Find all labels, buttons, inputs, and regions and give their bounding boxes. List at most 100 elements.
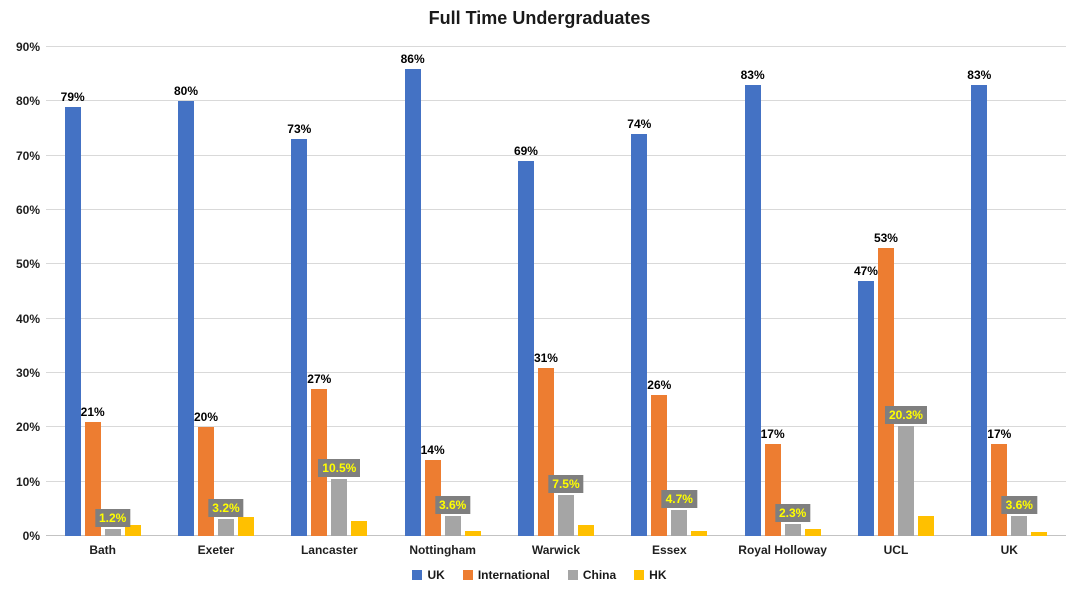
y-tick-label-50: 50% [15, 257, 40, 272]
bar-hk-essex [691, 530, 708, 536]
legend-swatch-uk-icon [412, 570, 423, 580]
bar-group-lancaster: 73% 27% 10.5% [273, 47, 386, 536]
y-tick-label-40: 40% [15, 311, 40, 326]
data-label-china-nottingham: 3.6% [434, 496, 471, 515]
legend-item-hk: HK [634, 568, 667, 582]
y-tick-label-0: 0% [22, 529, 40, 543]
bar-uk-royal-holloway: 83% [741, 69, 765, 536]
gridline-30 [46, 372, 1066, 374]
legend-label-china: China [582, 568, 617, 582]
x-tick-label-royal-holloway: Royal Holloway [738, 543, 827, 557]
bar-uk-bath: 79% [61, 91, 85, 536]
gridline-70 [46, 154, 1066, 156]
gridline-40 [46, 317, 1066, 319]
bar-international-uk: 17% [987, 428, 1011, 536]
y-tick-label-20: 20% [15, 420, 40, 435]
y-tick-label-10: 10% [15, 474, 40, 489]
legend-item-uk: UK [412, 568, 445, 582]
bar-china-royal-holloway: 2.3% [774, 503, 811, 536]
legend-item-china: China [567, 568, 617, 582]
legend-item-international: International [462, 568, 550, 582]
y-tick-label-70: 70% [15, 148, 40, 163]
x-tick-label-exeter: Exeter [197, 543, 235, 557]
bar-uk-essex: 74% [627, 118, 651, 536]
legend-swatch-china-icon [567, 570, 578, 580]
data-label-international-exeter: 20% [193, 410, 218, 425]
bar-hk-warwick [577, 525, 594, 536]
data-label-uk-ucl: 47% [853, 263, 878, 278]
bar-hk-lancaster [351, 521, 368, 536]
bar-uk-exeter: 80% [174, 85, 198, 536]
data-label-uk-nottingham: 86% [400, 51, 425, 66]
data-label-china-bath: 1.2% [94, 509, 131, 528]
legend-swatch-hk-icon [634, 570, 645, 580]
data-label-international-nottingham: 14% [420, 442, 445, 457]
bar-international-royal-holloway: 17% [761, 428, 785, 536]
bar-china-exeter: 3.2% [208, 498, 244, 536]
bar-international-warwick: 31% [534, 352, 558, 536]
x-tick-label-ucl: UCL [883, 543, 909, 557]
gridline-50 [46, 263, 1066, 265]
bar-group-ucl: 47% 53% 20.3% [839, 47, 952, 536]
bar-international-ucl: 53% [874, 232, 898, 536]
bar-uk-ucl: 47% [854, 265, 878, 536]
data-label-uk-exeter: 80% [173, 84, 198, 99]
x-axis: Bath Exeter Lancaster Nottingham Warwick Esse… [46, 543, 1066, 557]
bar-china-uk: 3.6% [1001, 496, 1037, 536]
bar-international-exeter: 20% [194, 411, 218, 536]
legend-label-uk: UK [427, 568, 445, 582]
legend-label-hk: HK [649, 568, 667, 582]
gridline-0 [46, 535, 1066, 536]
y-axis: 0% 10% 20% 30% 40% 50% 60% 70% 80% 90% [0, 40, 40, 543]
data-label-china-royal-holloway: 2.3% [774, 503, 811, 522]
bar-group-nottingham: 86% 14% 3.6% [386, 47, 499, 536]
data-label-international-royal-holloway: 17% [760, 426, 785, 441]
bar-uk-lancaster: 73% [287, 123, 311, 536]
bar-china-lancaster: 10.5% [318, 458, 361, 536]
bar-international-bath: 21% [81, 406, 105, 536]
data-label-uk-royal-holloway: 83% [740, 68, 765, 83]
bar-group-exeter: 80% 20% 3.2% [159, 47, 272, 536]
legend: UK International China HK [0, 569, 1079, 581]
data-label-international-essex: 26% [647, 377, 672, 392]
data-label-china-essex: 4.7% [661, 490, 697, 509]
data-label-china-exeter: 3.2% [208, 498, 244, 517]
bar-group-royal-holloway: 83% 17% 2.3% [726, 47, 839, 536]
data-label-international-uk: 17% [987, 426, 1012, 441]
bar-group-essex: 74% 26% 4.7% [613, 47, 726, 536]
y-tick-label-30: 30% [15, 366, 40, 381]
bar-china-warwick: 7.5% [548, 475, 584, 536]
x-tick-label-lancaster: Lancaster [300, 543, 358, 557]
y-tick-label-60: 60% [15, 203, 40, 218]
bar-hk-nottingham [464, 530, 481, 536]
bar-uk-nottingham: 86% [401, 53, 425, 536]
bar-international-nottingham: 14% [421, 444, 445, 536]
bar-china-nottingham: 3.6% [434, 496, 471, 536]
data-label-international-lancaster: 27% [307, 372, 332, 387]
x-tick-label-warwick: Warwick [531, 543, 581, 557]
data-label-china-ucl: 20.3% [884, 405, 927, 424]
bar-hk-uk [1031, 531, 1048, 536]
x-tick-label-nottingham: Nottingham [409, 543, 476, 557]
bar-group-warwick: 69% 31% 7.5% [499, 47, 612, 536]
data-label-china-warwick: 7.5% [548, 475, 584, 494]
bar-uk-uk: 83% [967, 69, 991, 536]
data-label-international-warwick: 31% [533, 350, 558, 365]
data-label-china-lancaster: 10.5% [318, 458, 361, 477]
data-label-uk-warwick: 69% [513, 144, 538, 159]
data-label-uk-lancaster: 73% [287, 122, 312, 137]
x-tick-label-essex: Essex [651, 543, 687, 557]
data-label-international-ucl: 53% [873, 231, 898, 246]
legend-label-international: International [477, 568, 550, 582]
y-tick-label-80: 80% [15, 94, 40, 109]
bar-china-ucl: 20.3% [884, 405, 927, 536]
bar-uk-warwick: 69% [514, 145, 538, 536]
data-label-uk-bath: 79% [60, 89, 85, 104]
gridline-90 [46, 46, 1066, 47]
data-label-uk-uk: 83% [967, 68, 992, 83]
plot-area: 79% 21% 1.2% 80% 20% 3.2% 73% 27% 10.5% 86% 14% 3.6… [46, 46, 1066, 536]
bar-international-essex: 26% [647, 379, 671, 536]
legend-swatch-international-icon [462, 570, 473, 580]
bars-container: 79% 21% 1.2% 80% 20% 3.2% 73% 27% 10.5% 86% 14% 3.6… [46, 47, 1066, 536]
